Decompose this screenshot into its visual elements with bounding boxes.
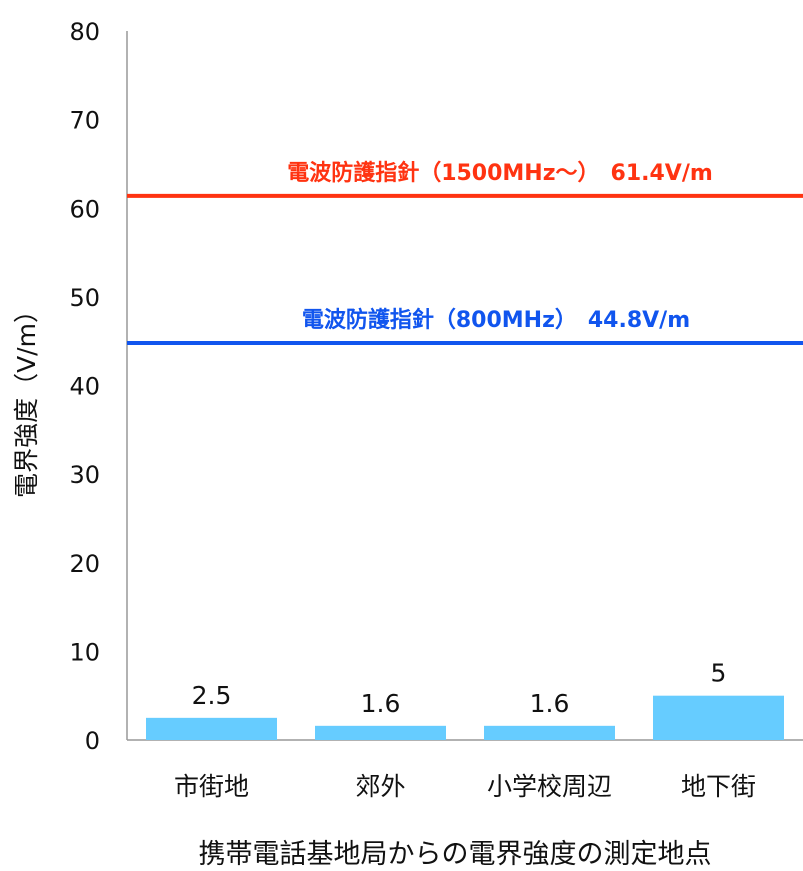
y-tick-label: 30 bbox=[69, 461, 100, 489]
data-labels: 2.5 1.6 1.6 5 bbox=[192, 659, 727, 718]
bar bbox=[653, 695, 784, 740]
x-axis-title: 携帯電話基地局からの電界強度の測定地点 bbox=[199, 839, 712, 870]
category-label: 市街地 bbox=[174, 772, 249, 801]
y-axis-title: 電界強度（V/m） bbox=[12, 298, 41, 498]
category-label: 郊外 bbox=[355, 772, 405, 801]
bar bbox=[315, 725, 446, 740]
y-tick-label: 0 bbox=[85, 727, 100, 755]
category-label: 地下街 bbox=[681, 772, 756, 801]
y-tick-labels: 0 10 20 30 40 50 60 70 80 bbox=[69, 18, 100, 755]
reference-line-label: 電波防護指針（800MHz） 44.8V/m bbox=[302, 307, 690, 333]
y-tick-label: 70 bbox=[69, 107, 100, 135]
bars bbox=[146, 695, 784, 740]
y-tick-label: 60 bbox=[69, 195, 100, 223]
y-tick-label: 40 bbox=[69, 373, 100, 401]
bar bbox=[146, 717, 277, 740]
category-label: 小学校周辺 bbox=[487, 772, 612, 801]
y-tick-label: 20 bbox=[69, 550, 100, 578]
y-tick-label: 10 bbox=[69, 638, 100, 666]
data-label: 1.6 bbox=[361, 689, 401, 718]
reference-lines: 電波防護指針（1500MHz～） 61.4V/m 電波防護指針（800MHz） 4… bbox=[127, 160, 803, 345]
data-label: 1.6 bbox=[530, 689, 570, 718]
y-tick-label: 50 bbox=[69, 284, 100, 312]
data-label: 5 bbox=[711, 659, 727, 688]
bar bbox=[484, 725, 615, 740]
reference-line-label: 電波防護指針（1500MHz～） 61.4V/m bbox=[287, 160, 713, 186]
category-labels: 市街地 郊外 小学校周辺 地下街 bbox=[174, 772, 756, 801]
y-tick-label: 80 bbox=[69, 18, 100, 46]
data-label: 2.5 bbox=[192, 681, 232, 710]
